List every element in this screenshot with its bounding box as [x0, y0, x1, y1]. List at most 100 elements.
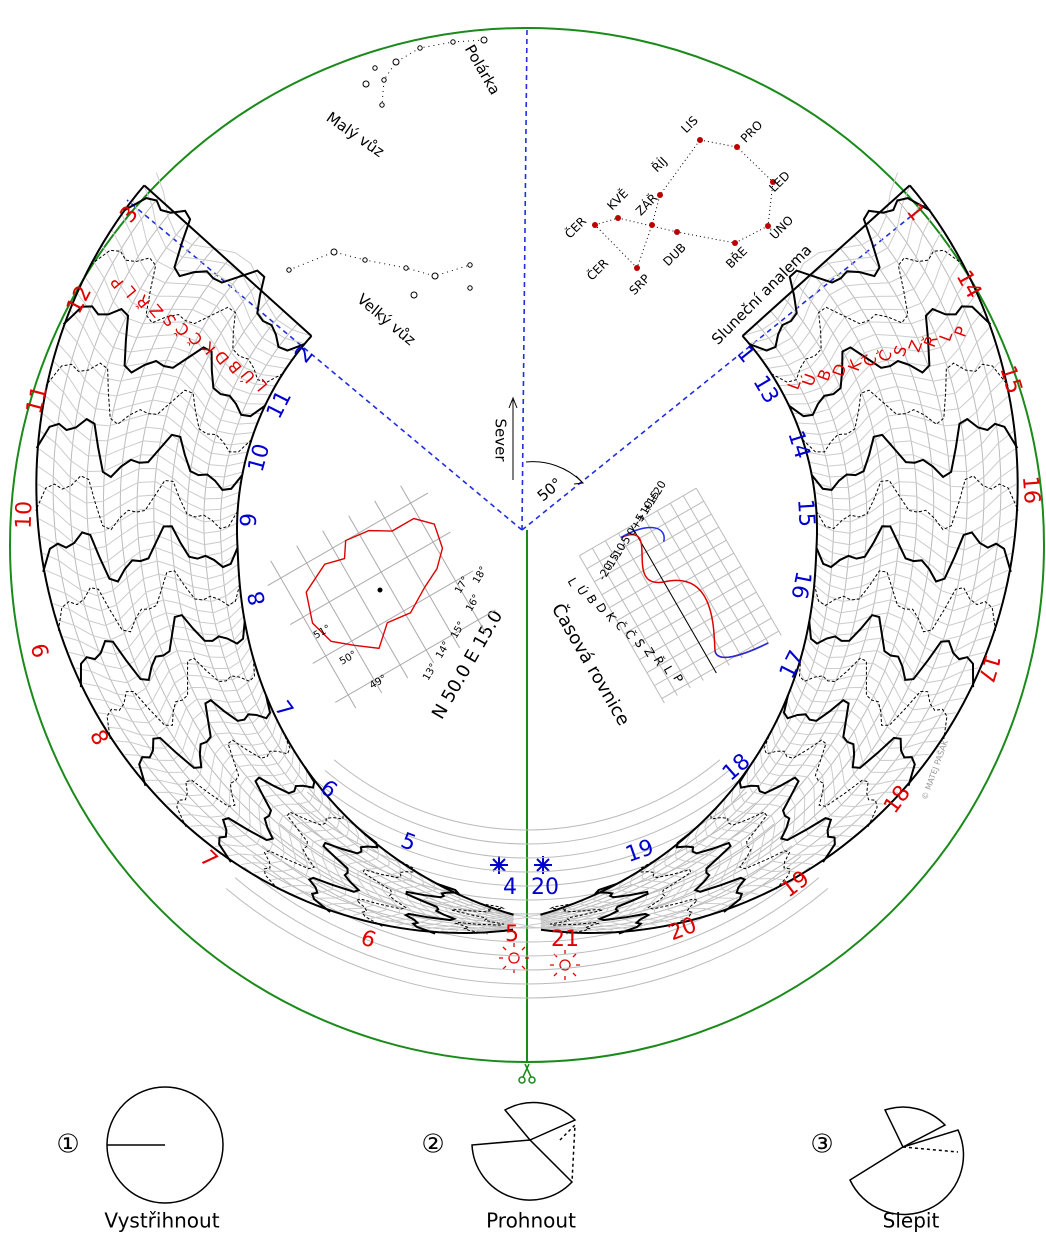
- hour-line: [815, 525, 1012, 583]
- hour-label: 14: [782, 428, 814, 462]
- grid-radial: [566, 900, 599, 932]
- grid-radial: [815, 466, 1017, 511]
- map-grid: [348, 515, 435, 664]
- star-markers: [286, 36, 488, 299]
- grid-radial: [49, 573, 240, 612]
- grid-arc: [540, 323, 835, 917]
- grid-radial: [759, 749, 864, 828]
- grid-radial: [792, 310, 984, 415]
- analemma-dot: [649, 222, 655, 228]
- grid-radial: [685, 832, 745, 901]
- analemma-dot: [674, 229, 680, 235]
- grid-radial: [803, 361, 1001, 446]
- hour-label: 15: [792, 498, 819, 527]
- grid-radial: [215, 769, 308, 847]
- grid-radial: [49, 378, 248, 456]
- hour-line: [403, 882, 460, 935]
- map: [267, 485, 496, 709]
- step-number: ①: [56, 1130, 79, 1160]
- grid-radial: [37, 501, 238, 535]
- grid-radial: [525, 914, 556, 930]
- grid-radial: [202, 759, 301, 838]
- analemma-month: DUB: [660, 240, 688, 268]
- grid-radial: [722, 797, 800, 874]
- hour-label: 9: [28, 640, 56, 660]
- hour-line: [35, 417, 244, 491]
- half-hour-line: [106, 657, 255, 739]
- grid-radial: [815, 560, 1009, 597]
- grid-radial: [37, 466, 239, 511]
- half-hour-line: [813, 570, 997, 633]
- grid-radial: [814, 573, 1005, 612]
- grid-radial: [240, 788, 324, 866]
- grid-radial: [781, 709, 909, 785]
- eot-grid: [639, 591, 757, 661]
- eot-title: Časová rovnice: [547, 599, 635, 729]
- step-icons: [106, 1086, 965, 1216]
- grid-arc: [86, 222, 514, 927]
- grid-radial: [124, 688, 265, 761]
- hour-line: [218, 766, 316, 863]
- grid-radial: [742, 172, 899, 337]
- step-label: Vystřihnout: [104, 1209, 219, 1233]
- analemma-title: Sluneční analema: [708, 241, 815, 348]
- grid-radial: [776, 719, 899, 797]
- analemma-month: KVĚ: [604, 186, 631, 213]
- grid-arc: [540, 222, 968, 927]
- grid-radial: [38, 448, 240, 500]
- grid-radial: [143, 186, 305, 345]
- north-label: Sever: [492, 418, 510, 462]
- grid-radial: [806, 378, 1005, 456]
- grid-radial: [45, 560, 239, 597]
- grid-radial: [353, 856, 401, 916]
- grid-radial: [816, 518, 1016, 551]
- half-hour-line: [710, 800, 791, 891]
- analemma-month: LED: [766, 168, 793, 195]
- half-hour-line: [815, 475, 1019, 531]
- grid-radial: [793, 678, 939, 749]
- eot-grid: [591, 547, 678, 696]
- eot-grid: [656, 510, 743, 659]
- map-grid: [400, 485, 487, 634]
- grid-radial: [605, 883, 643, 928]
- star: [362, 257, 368, 263]
- ring-arc: [234, 877, 820, 985]
- analemma-dot: [657, 192, 663, 198]
- eot-month: Č: [622, 627, 639, 642]
- grid-radial: [771, 729, 888, 808]
- grid-radial: [470, 905, 501, 932]
- grid-radial: [778, 261, 961, 387]
- eot-month: D: [593, 601, 610, 616]
- hour-label: 8: [84, 726, 113, 750]
- analemma-month: ČER: [561, 213, 589, 241]
- eot-grid: [646, 604, 765, 674]
- hour-label: 19: [777, 866, 814, 903]
- grid-radial: [816, 483, 1017, 523]
- hour-line: [808, 613, 975, 688]
- grid-radial: [166, 729, 283, 808]
- grid-radial: [783, 277, 969, 396]
- star: [381, 77, 387, 83]
- half-hour-line: [176, 731, 291, 828]
- hour-line: [782, 695, 916, 787]
- hour-label: 4: [503, 875, 517, 900]
- analemma-dot: [615, 215, 621, 221]
- ring-arc: [243, 866, 811, 971]
- grid-arc: [540, 197, 1002, 931]
- hour-line: [138, 695, 272, 787]
- hour-line: [810, 417, 1019, 491]
- grid-arc: [219, 323, 514, 917]
- star: [286, 267, 292, 273]
- hour-label: 21: [551, 927, 579, 952]
- star: [480, 36, 488, 44]
- constellation-label: Velký vůz: [354, 290, 420, 349]
- analemma-dot: [734, 144, 740, 150]
- grid-radial: [811, 413, 1012, 478]
- half-hour-line: [263, 800, 344, 891]
- map-grid: [322, 530, 409, 679]
- grid-radial: [42, 547, 239, 582]
- ring-arc: [225, 888, 829, 999]
- grid-radial: [45, 396, 246, 467]
- grid-radial: [749, 186, 911, 345]
- map-label: 18°: [471, 565, 489, 586]
